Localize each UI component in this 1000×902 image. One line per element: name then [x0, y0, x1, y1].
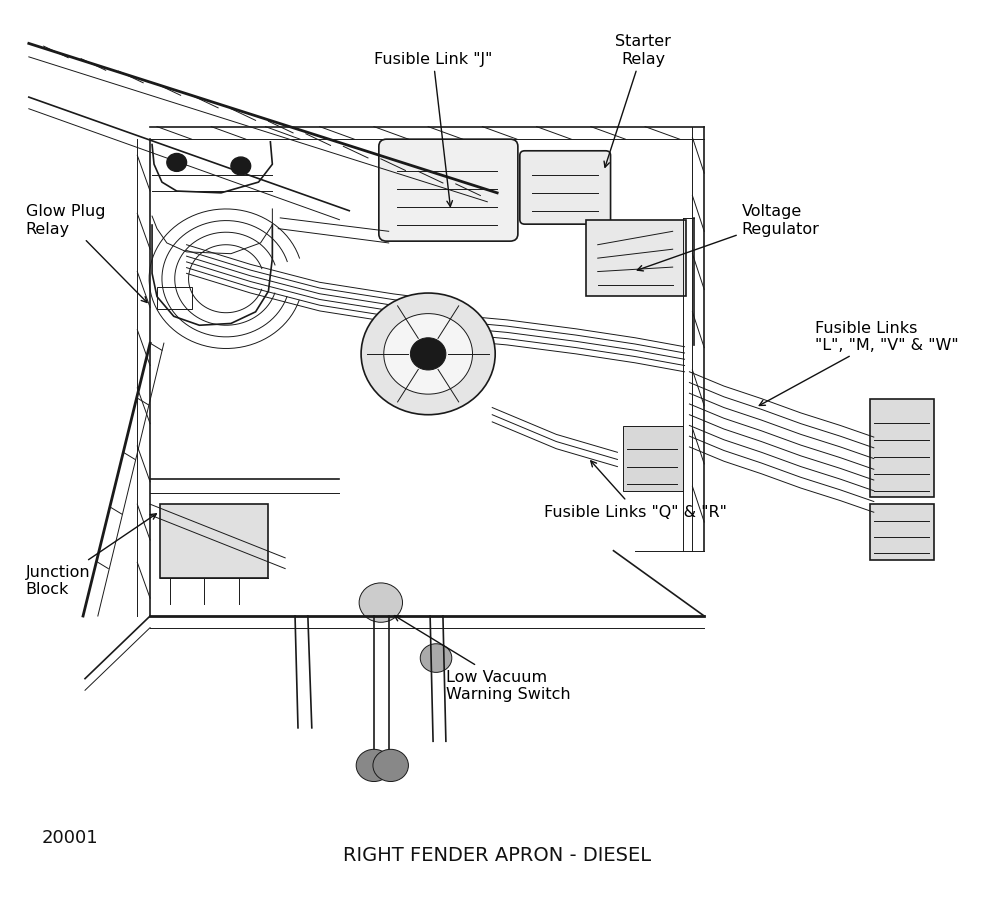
Text: Fusible Link "J": Fusible Link "J"	[374, 51, 492, 207]
Circle shape	[410, 338, 446, 371]
Text: Starter
Relay: Starter Relay	[604, 34, 671, 168]
Bar	[157, 288, 192, 309]
Bar	[870, 400, 934, 498]
Circle shape	[420, 644, 452, 673]
Circle shape	[361, 294, 495, 415]
Circle shape	[231, 158, 251, 176]
Bar	[870, 504, 934, 560]
Text: Fusible Links "Q" & "R": Fusible Links "Q" & "R"	[544, 462, 727, 520]
Circle shape	[167, 154, 187, 172]
Bar	[160, 504, 268, 578]
Text: Voltage
Regulator: Voltage Regulator	[637, 204, 820, 272]
Text: Glow Plug
Relay: Glow Plug Relay	[26, 204, 147, 303]
Text: Low Vacuum
Warning Switch: Low Vacuum Warning Switch	[394, 616, 571, 702]
Text: 20001: 20001	[42, 828, 98, 846]
Circle shape	[356, 750, 392, 782]
Text: Junction
Block: Junction Block	[26, 514, 156, 597]
Circle shape	[373, 750, 408, 782]
Circle shape	[359, 584, 403, 622]
Bar	[623, 427, 683, 492]
Text: Fusible Links
"L", "M, "V" & "W": Fusible Links "L", "M, "V" & "W"	[759, 320, 958, 406]
FancyBboxPatch shape	[520, 152, 611, 225]
Circle shape	[384, 314, 473, 395]
Text: RIGHT FENDER APRON - DIESEL: RIGHT FENDER APRON - DIESEL	[343, 845, 651, 864]
FancyBboxPatch shape	[379, 140, 518, 242]
FancyBboxPatch shape	[586, 220, 686, 297]
